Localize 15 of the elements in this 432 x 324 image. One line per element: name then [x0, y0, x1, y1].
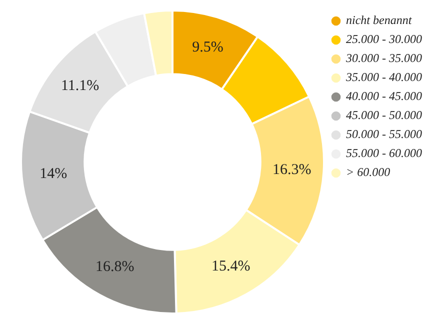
data-label: 9.5% [192, 40, 224, 56]
legend-label: 45.000 - 50.000 [346, 108, 422, 122]
legend-label: 35.000 - 40.000 [345, 70, 422, 84]
legend-label: nicht benannt [346, 13, 412, 28]
data-label: 11.1% [60, 78, 100, 94]
legend-label: 50.000 - 55.000 [346, 127, 422, 142]
data-label: 15.4% [211, 258, 250, 274]
legend-label: 40.000 - 45.000 [346, 89, 422, 104]
data-label: 14% [40, 166, 68, 182]
legend-label: 30.000 - 35.000 [345, 51, 422, 66]
legend-label: > 60.000 [346, 165, 390, 180]
legend-label: 55.000 - 60.000 [346, 146, 422, 160]
legend-label: 25.000 - 30.000 [346, 32, 422, 46]
data-label: 16.3% [272, 162, 312, 178]
data-label: 16.8% [95, 258, 134, 275]
